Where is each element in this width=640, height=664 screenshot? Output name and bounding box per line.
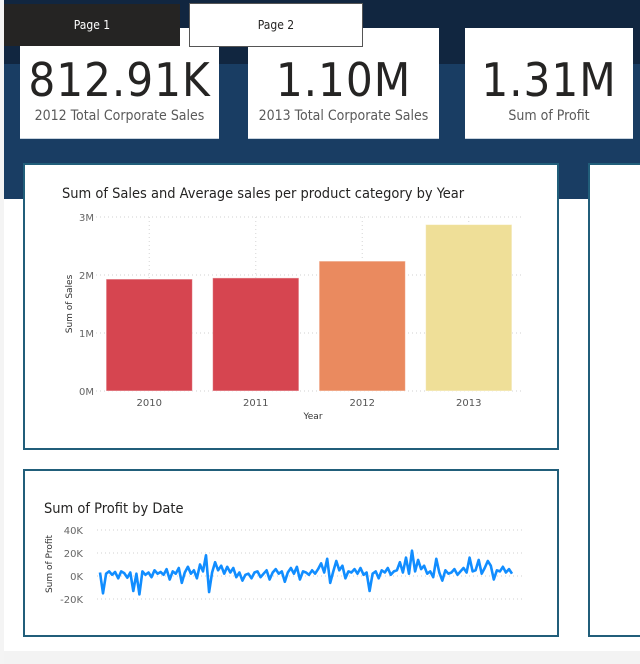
y-axis-title: Sum of Sales: [65, 274, 75, 333]
chart-title: Sum of Profit by Date: [44, 501, 184, 517]
line-chart: 40K 20K 0K -20K Sum of Profit: [45, 526, 523, 606]
x-tick-label: 2012: [350, 398, 375, 409]
kpi-value: 1.10M: [275, 53, 412, 107]
kpi-card-2012-sales: 812.91K 2012 Total Corporate Sales: [20, 28, 219, 139]
y-tick-label: 0K: [70, 572, 83, 583]
bar-2010: [105, 278, 193, 392]
y-tick-label: -20K: [60, 595, 83, 606]
x-tick-label: 2011: [243, 398, 268, 409]
sales-by-year-chart-card[interactable]: Sum of Sales and Average sales per produ…: [23, 163, 559, 450]
kpi-label: 2012 Total Corporate Sales: [34, 108, 205, 124]
tab-page-1[interactable]: Page 1: [4, 4, 180, 46]
profit-by-date-chart-card[interactable]: Sum of Profit by Date 40K 20K 0K -20K Sum of…: [23, 469, 559, 637]
tab-page-2[interactable]: Page 2: [189, 3, 363, 47]
y-tick-label: 3M: [79, 213, 94, 224]
left-strip: [0, 0, 4, 664]
y-tick-label: 40K: [64, 526, 84, 537]
x-axis-title: Year: [302, 412, 322, 422]
bar-2012: [318, 260, 406, 392]
kpi-value: 812.91K: [28, 53, 211, 107]
profit-series-line: [98, 549, 514, 596]
kpi-label: 2013 Total Corporate Sales: [258, 108, 429, 124]
y-tick-label: 2M: [79, 271, 94, 282]
right-visual-card[interactable]: [588, 163, 640, 637]
x-tick-label: 2013: [456, 398, 481, 409]
y-tick-label: 0M: [79, 387, 94, 398]
kpi-label: Sum of Profit: [508, 108, 590, 124]
chart-title: Sum of Sales and Average sales per produ…: [62, 186, 465, 202]
y-tick-label: 20K: [64, 549, 84, 560]
tab-label: Page 1: [73, 18, 111, 32]
y-axis-title: Sum of Profit: [45, 535, 55, 594]
tab-label: Page 2: [257, 18, 295, 32]
y-tick-label: 1M: [79, 329, 94, 340]
x-tick-label: 2010: [137, 398, 162, 409]
bar-2011: [212, 277, 300, 392]
bar-2013: [425, 224, 513, 392]
kpi-value: 1.31M: [481, 53, 617, 107]
bar-chart: 0M 1M 2M 3M 2010 2011 2012 2013 Year Sum of Sales: [65, 213, 522, 422]
kpi-card-sum-profit: 1.31M Sum of Profit: [465, 28, 633, 139]
